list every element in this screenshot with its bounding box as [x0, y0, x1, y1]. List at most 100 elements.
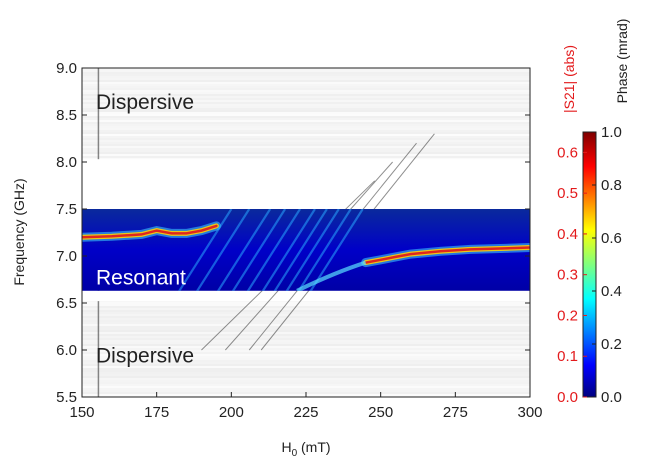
y-tick-label: 9.0	[56, 60, 77, 77]
phase-tick-label: 1.0	[601, 124, 622, 141]
cavity-mode-line	[364, 246, 530, 264]
region-label-lower: Dispersive	[96, 345, 194, 368]
background-row	[82, 90, 530, 92]
background-row	[82, 78, 530, 80]
background-row	[82, 88, 530, 90]
background-row	[82, 106, 530, 108]
background-row	[82, 334, 530, 336]
background-row	[82, 102, 530, 104]
resonant-magnon-branch	[273, 209, 328, 291]
background-row	[82, 320, 530, 322]
y-tick-label: 8.5	[56, 107, 77, 124]
background-row	[82, 370, 530, 372]
background-row	[82, 340, 530, 342]
s21-tick-label: 0.5	[557, 185, 578, 202]
background-row	[82, 108, 530, 110]
x-tick-label: 150	[69, 404, 94, 421]
background-row	[82, 82, 530, 84]
background-row	[82, 346, 530, 348]
background-row	[82, 126, 530, 128]
s21-tick-label: 0.3	[557, 267, 578, 284]
background-row	[82, 118, 530, 120]
y-axis-title: Frequency (GHz)	[11, 178, 27, 285]
colorbar-frame	[582, 131, 597, 398]
background-row	[82, 100, 530, 102]
resonant-magnon-branch	[297, 209, 352, 291]
background-row	[82, 350, 530, 352]
colorbar-s21-title: |S21| (abs)	[561, 45, 577, 113]
background-row	[82, 96, 530, 98]
phase-tick-label: 0.0	[601, 389, 622, 406]
background-row	[82, 132, 530, 134]
y-tick-label: 6.5	[56, 295, 77, 312]
background-row	[82, 372, 530, 374]
background-row	[82, 146, 530, 148]
background-row	[82, 122, 530, 124]
x-tick-label: 250	[368, 404, 393, 421]
background-row	[82, 104, 530, 106]
s21-tick-label: 0.0	[557, 389, 578, 406]
background-row	[82, 158, 530, 160]
background-row	[82, 366, 530, 368]
background-row	[82, 336, 530, 338]
region-label-upper: Dispersive	[96, 91, 194, 114]
background-row	[82, 376, 530, 378]
background-row	[82, 154, 530, 156]
background-row	[82, 330, 530, 332]
x-tick-label: 225	[293, 404, 318, 421]
resonant-magnon-branch	[285, 209, 340, 291]
background-row	[82, 360, 530, 362]
region-label-resonant: Resonant	[96, 267, 186, 290]
background-row	[82, 144, 530, 146]
background-row	[82, 86, 530, 88]
background-row	[82, 332, 530, 334]
background-row	[82, 380, 530, 382]
background-row	[82, 328, 530, 330]
background-row	[82, 322, 530, 324]
x-tick-label: 275	[443, 404, 468, 421]
s21-tick-label: 0.2	[557, 307, 578, 324]
background-row	[82, 390, 530, 392]
colorbar-phase-title: Phase (mrad)	[614, 19, 630, 104]
background-row	[82, 74, 530, 76]
background-row	[82, 356, 530, 358]
background-row	[82, 386, 530, 388]
gap-lower	[82, 290, 530, 302]
background-row	[82, 76, 530, 78]
background-row	[82, 308, 530, 310]
cavity-mode-line	[82, 224, 218, 239]
background-row	[82, 128, 530, 130]
background-row	[82, 306, 530, 308]
background-row	[82, 156, 530, 158]
background-row	[82, 384, 530, 386]
background-row	[82, 344, 530, 346]
x-axis-title-unit: (mT)	[297, 439, 330, 455]
background-row	[82, 368, 530, 370]
background-row	[82, 302, 530, 304]
background-row	[82, 72, 530, 74]
background-row	[82, 138, 530, 140]
background-row	[82, 310, 530, 312]
resonant-content	[82, 209, 530, 291]
background-row	[82, 110, 530, 112]
y-tick-label: 7.0	[56, 248, 77, 265]
x-axis-title-sub: 0	[292, 448, 298, 459]
background-row	[82, 312, 530, 314]
gap-upper	[82, 159, 530, 209]
y-tick-label: 7.5	[56, 201, 77, 218]
colorbar-s21	[583, 132, 596, 397]
background-row	[82, 326, 530, 328]
anticrossing-branch	[296, 260, 367, 291]
y-tick-label: 8.0	[56, 154, 77, 171]
background-row	[82, 348, 530, 350]
background-row	[82, 112, 530, 114]
background-row	[82, 342, 530, 344]
phase-tick-label: 0.2	[601, 336, 622, 353]
phase-tick-label: 0.8	[601, 177, 622, 194]
x-tick-label: 300	[517, 404, 542, 421]
background-row	[82, 388, 530, 390]
s21-tick-label: 0.1	[557, 348, 578, 365]
background-row	[82, 374, 530, 376]
background-row	[82, 136, 530, 138]
background-row	[82, 80, 530, 82]
